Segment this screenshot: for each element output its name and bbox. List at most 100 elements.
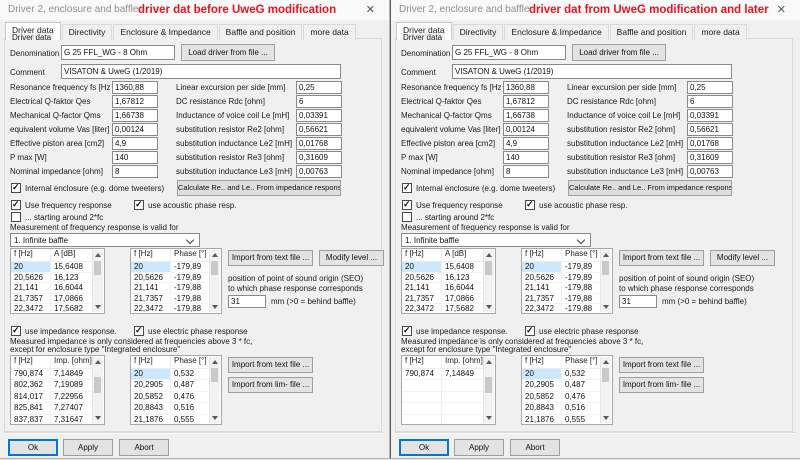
table-row[interactable]: 21,141 -179,88: [522, 283, 612, 294]
table-row[interactable]: 20,5626 16,123: [11, 272, 104, 284]
electric-phase-checkbox[interactable]: [525, 325, 535, 336]
scrollbar[interactable]: [600, 357, 611, 423]
apply-button[interactable]: Apply: [63, 439, 113, 456]
tab-enclosure-impedance[interactable]: Enclosure & Impedance: [113, 24, 218, 40]
param-input[interactable]: [687, 81, 733, 94]
param-input[interactable]: [503, 165, 549, 178]
tab-directivity[interactable]: Directivity: [452, 24, 504, 40]
table-row[interactable]: 22,3472 17,5682: [402, 304, 495, 313]
tab-directivity[interactable]: Directivity: [61, 24, 113, 40]
table-row[interactable]: [402, 414, 495, 424]
param-input[interactable]: [112, 151, 158, 164]
seo-position-input[interactable]: [619, 295, 657, 308]
load-driver-button[interactable]: Load driver from file ...: [181, 44, 275, 61]
table-row[interactable]: 790,874 7,14849: [11, 369, 104, 381]
use-frequency-response-checkbox[interactable]: [402, 199, 412, 210]
close-icon[interactable]: ✕: [776, 4, 786, 16]
tab-baffle-position[interactable]: Baffle and position: [609, 24, 694, 40]
scrollbar[interactable]: [92, 357, 103, 423]
param-input[interactable]: [687, 165, 733, 178]
scroll-thumb[interactable]: [211, 261, 218, 275]
param-input[interactable]: [503, 137, 549, 150]
table-row[interactable]: 20,5626 16,123: [402, 272, 495, 284]
comment-input[interactable]: [452, 64, 732, 79]
starting-2fc-checkbox[interactable]: [11, 212, 21, 222]
scroll-up-icon[interactable]: [212, 360, 218, 364]
baffle-select[interactable]: 1. Infinite baffle: [401, 233, 591, 247]
table-row[interactable]: 825,841 7,27407: [11, 403, 104, 415]
param-input[interactable]: [503, 95, 549, 108]
scrollbar[interactable]: [209, 357, 220, 423]
scrollbar[interactable]: [483, 250, 494, 312]
scrollbar[interactable]: [209, 250, 220, 312]
param-input[interactable]: [687, 123, 733, 136]
table-row[interactable]: 20,5852 0,476: [131, 391, 221, 404]
scroll-up-icon[interactable]: [603, 360, 609, 364]
table-row[interactable]: 22,3472 -179,88: [131, 304, 221, 313]
param-input[interactable]: [503, 109, 549, 122]
apply-button[interactable]: Apply: [454, 439, 504, 456]
param-input[interactable]: [112, 81, 158, 94]
import-text-file-button[interactable]: Import from text file ...: [619, 250, 704, 266]
table-row[interactable]: 837,837 7,31647: [11, 414, 104, 424]
acoustic-phase-checkbox[interactable]: [134, 199, 144, 210]
param-input[interactable]: [687, 137, 733, 150]
seo-position-input[interactable]: [228, 295, 266, 308]
denomination-input[interactable]: [61, 45, 175, 60]
param-input[interactable]: [687, 95, 733, 108]
scroll-down-icon[interactable]: [486, 416, 492, 420]
param-input[interactable]: [687, 109, 733, 122]
ok-button[interactable]: Ok: [8, 439, 58, 456]
table-row[interactable]: 20 0,532: [522, 369, 612, 381]
table-row[interactable]: 20,2905 0,487: [131, 380, 221, 392]
close-icon[interactable]: ✕: [365, 4, 375, 16]
table-row[interactable]: 20,5852 0,476: [522, 391, 612, 404]
scroll-down-icon[interactable]: [95, 416, 101, 420]
table-row[interactable]: 22,3472 -179,88: [522, 304, 612, 313]
table-row[interactable]: 20 -179,89: [522, 262, 612, 273]
param-input[interactable]: [296, 81, 342, 94]
import-lim-file-button[interactable]: Import from lim- file ...: [228, 377, 313, 393]
scroll-down-icon[interactable]: [95, 305, 101, 309]
scrollbar[interactable]: [483, 357, 494, 423]
scroll-down-icon[interactable]: [486, 305, 492, 309]
param-input[interactable]: [112, 123, 158, 136]
abort-button[interactable]: Abort: [119, 439, 169, 456]
internal-enclosure-checkbox[interactable]: [402, 182, 412, 193]
table-row[interactable]: 21,1876 0,555: [522, 414, 612, 424]
table-row[interactable]: 21,7357 17,0866: [11, 293, 104, 305]
scroll-up-icon[interactable]: [603, 253, 609, 257]
scrollbar[interactable]: [92, 250, 103, 312]
table-row[interactable]: 802,362 7,19089: [11, 380, 104, 392]
comment-input[interactable]: [61, 64, 341, 79]
scroll-thumb[interactable]: [602, 261, 609, 275]
tab-more-data[interactable]: more data: [694, 24, 747, 40]
param-input[interactable]: [503, 81, 549, 94]
acoustic-phase-checkbox[interactable]: [525, 199, 535, 210]
ok-button[interactable]: Ok: [399, 439, 449, 456]
import-text-file-button[interactable]: Import from text file ...: [228, 250, 313, 266]
scroll-thumb[interactable]: [485, 377, 492, 393]
param-input[interactable]: [112, 165, 158, 178]
starting-2fc-checkbox[interactable]: [402, 212, 412, 222]
scroll-down-icon[interactable]: [212, 305, 218, 309]
param-input[interactable]: [503, 123, 549, 136]
param-input[interactable]: [112, 95, 158, 108]
modify-level-button[interactable]: Modify level ...: [319, 250, 384, 266]
table-row[interactable]: 21,7357 17,0866: [402, 293, 495, 305]
calculate-re-le-button[interactable]: Calculate Re.. and Le.. From impedance r…: [177, 180, 341, 196]
table-row[interactable]: 20 15,6408: [402, 262, 495, 273]
scroll-up-icon[interactable]: [486, 360, 492, 364]
table-row[interactable]: [402, 403, 495, 415]
import-lim-file-button[interactable]: Import from lim- file ...: [619, 377, 704, 393]
abort-button[interactable]: Abort: [510, 439, 560, 456]
param-input[interactable]: [112, 137, 158, 150]
import-text-file-button-2[interactable]: Import from text file ...: [619, 357, 704, 373]
param-input[interactable]: [687, 151, 733, 164]
param-input[interactable]: [112, 109, 158, 122]
use-frequency-response-checkbox[interactable]: [11, 199, 21, 210]
load-driver-button[interactable]: Load driver from file ...: [572, 44, 666, 61]
table-row[interactable]: 20,5626 -179,89: [522, 272, 612, 284]
param-input[interactable]: [296, 137, 342, 150]
scroll-down-icon[interactable]: [212, 416, 218, 420]
